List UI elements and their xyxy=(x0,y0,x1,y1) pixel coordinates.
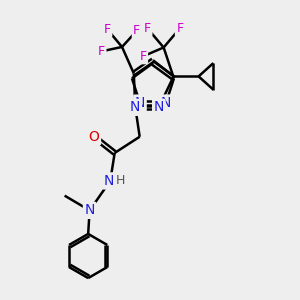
Text: N: N xyxy=(154,100,164,114)
Text: N: N xyxy=(85,203,95,218)
Text: N: N xyxy=(135,96,145,110)
Text: F: F xyxy=(140,50,147,63)
Text: N: N xyxy=(130,100,140,114)
Text: N: N xyxy=(161,96,171,110)
Text: F: F xyxy=(104,23,111,36)
Text: N: N xyxy=(103,174,114,188)
Text: F: F xyxy=(176,22,183,35)
Text: F: F xyxy=(98,45,105,58)
Text: H: H xyxy=(116,174,125,188)
Text: F: F xyxy=(144,22,151,35)
Text: O: O xyxy=(88,130,100,144)
Text: F: F xyxy=(133,24,140,37)
